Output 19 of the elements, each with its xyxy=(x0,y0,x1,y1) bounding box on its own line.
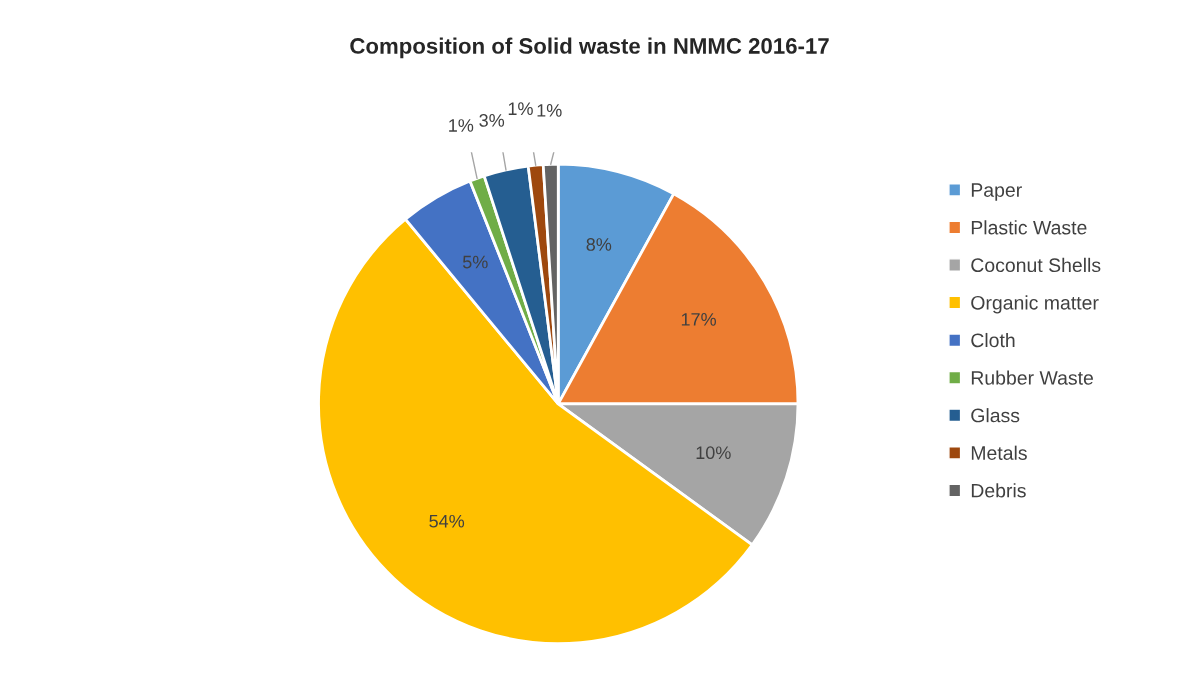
data-label: 3% xyxy=(479,114,505,127)
data-label: 17% xyxy=(681,313,716,326)
data-label: 1% xyxy=(537,104,562,117)
legend-label: Glass xyxy=(971,408,1020,423)
legend-label: Coconut Shells xyxy=(971,257,1101,273)
data-label: 5% xyxy=(462,255,488,269)
data-label: 1% xyxy=(449,119,474,132)
data-label: 1% xyxy=(508,102,533,115)
data-label: 54% xyxy=(429,514,465,528)
legend-label: Cloth xyxy=(971,332,1015,348)
data-label: 8% xyxy=(586,238,612,251)
legend-label: Rubber Waste xyxy=(971,370,1093,385)
legend-label: Metals xyxy=(971,445,1027,460)
data-label: 10% xyxy=(696,446,731,460)
legend-label: Organic matter xyxy=(971,295,1099,314)
legend-label: Paper xyxy=(971,183,1022,201)
legend-label: Debris xyxy=(971,483,1026,498)
legend-label: Plastic Waste xyxy=(971,220,1087,235)
chart-title: Composition of Solid waste in NMMC 2016-17 xyxy=(350,37,829,59)
